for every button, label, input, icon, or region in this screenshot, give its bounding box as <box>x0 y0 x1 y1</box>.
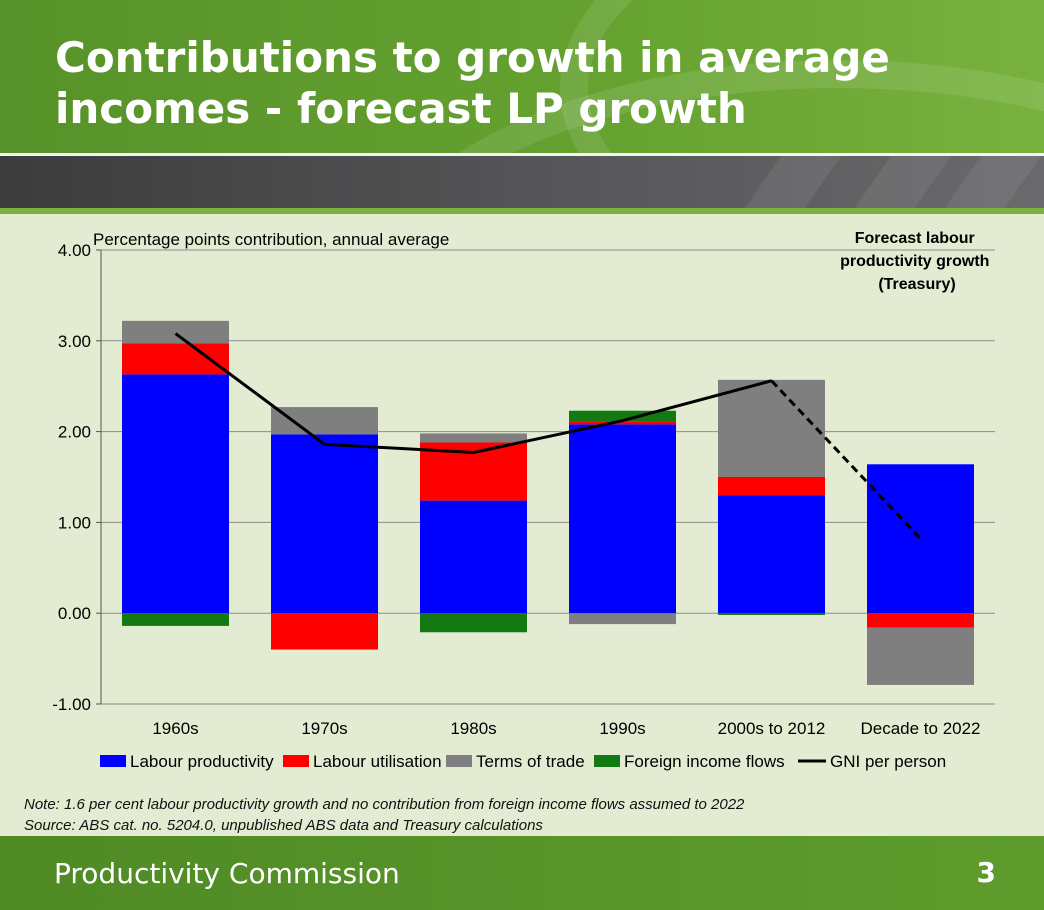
band-divider <box>0 208 1044 214</box>
organisation-name: Productivity Commission <box>54 857 400 890</box>
band-stripe <box>724 156 856 208</box>
slide-title: Contributions to growth in average incom… <box>55 33 890 133</box>
bar-segment <box>569 424 676 614</box>
x-tick-label: 1970s <box>301 719 347 738</box>
chart-source: Source: ABS cat. no. 5204.0, unpublished… <box>24 817 543 834</box>
forecast-annotation: Forecast labour productivity growth (Tre… <box>840 230 994 293</box>
x-tick-label: 2000s to 2012 <box>718 719 826 738</box>
bar-segment <box>271 407 378 435</box>
chart-subtitle: Percentage points contribution, annual a… <box>93 230 449 249</box>
stacked-bar-chart: 4.00 3.00 2.00 1.00 0.00 -1.00 1960s 1970s 1980s… <box>52 230 995 771</box>
axis-labels: 4.00 3.00 2.00 1.00 0.00 -1.00 1960s 1970s 1980s… <box>52 241 980 738</box>
bar-segment <box>420 613 527 633</box>
bar-segment <box>718 495 825 614</box>
legend-swatch <box>446 755 472 767</box>
legend-label: Labour utilisation <box>313 752 442 771</box>
x-tick-label: Decade to 2022 <box>860 719 980 738</box>
slide-header: Contributions to growth in average incom… <box>0 0 1044 153</box>
y-tick-label: 3.00 <box>58 332 91 351</box>
legend-label: Labour productivity <box>130 752 274 771</box>
annotation-line: productivity growth <box>840 253 989 270</box>
bar-segment <box>420 500 527 614</box>
legend-swatch <box>283 755 309 767</box>
x-tick-label: 1980s <box>450 719 496 738</box>
bars <box>122 320 974 685</box>
legend-label: Terms of trade <box>476 752 585 771</box>
y-tick-label: 0.00 <box>58 604 91 623</box>
y-tick-label: 4.00 <box>58 241 91 260</box>
chart-legend: Labour productivity Labour utilisation Ter… <box>100 752 946 771</box>
bar-segment <box>718 379 825 477</box>
bar-segment <box>122 343 229 375</box>
bar-segment <box>867 464 974 614</box>
bar-segment <box>420 433 527 443</box>
y-tick-label: -1.00 <box>52 695 91 714</box>
annotation-line: Forecast labour <box>855 230 975 247</box>
decorative-band <box>0 156 1044 208</box>
axes <box>96 249 102 705</box>
annotation-line: (Treasury) <box>878 276 955 293</box>
bar-segment <box>122 320 229 344</box>
chart-note: Note: 1.6 per cent labour productivity g… <box>24 796 745 813</box>
header-divider <box>0 153 1044 156</box>
gni-line-forecast-dashed <box>770 379 922 540</box>
bar-segment <box>867 627 974 685</box>
legend-swatch <box>100 755 126 767</box>
legend-label: GNI per person <box>830 752 946 771</box>
bar-segment <box>569 421 676 425</box>
x-tick-label: 1990s <box>599 719 645 738</box>
y-tick-label: 1.00 <box>58 513 91 532</box>
bar-segment <box>718 477 825 496</box>
y-tick-label: 2.00 <box>58 423 91 442</box>
gridlines <box>101 249 995 705</box>
bar-segment <box>271 613 378 650</box>
bar-segment <box>718 613 825 616</box>
bar-segment <box>867 613 974 628</box>
legend-label: Foreign income flows <box>624 752 785 771</box>
legend-swatch <box>594 755 620 767</box>
gni-line-solid <box>174 332 772 454</box>
bar-segment <box>122 613 229 626</box>
gni-line <box>174 332 922 540</box>
band-stripe <box>834 156 966 208</box>
bar-segment <box>271 434 378 614</box>
bar-segment <box>569 613 676 625</box>
x-tick-label: 1960s <box>152 719 198 738</box>
bar-segment <box>122 374 229 614</box>
page-number: 3 <box>976 856 996 889</box>
bar-segment <box>569 410 676 422</box>
slide-footer: Productivity Commission 3 <box>0 836 1044 910</box>
